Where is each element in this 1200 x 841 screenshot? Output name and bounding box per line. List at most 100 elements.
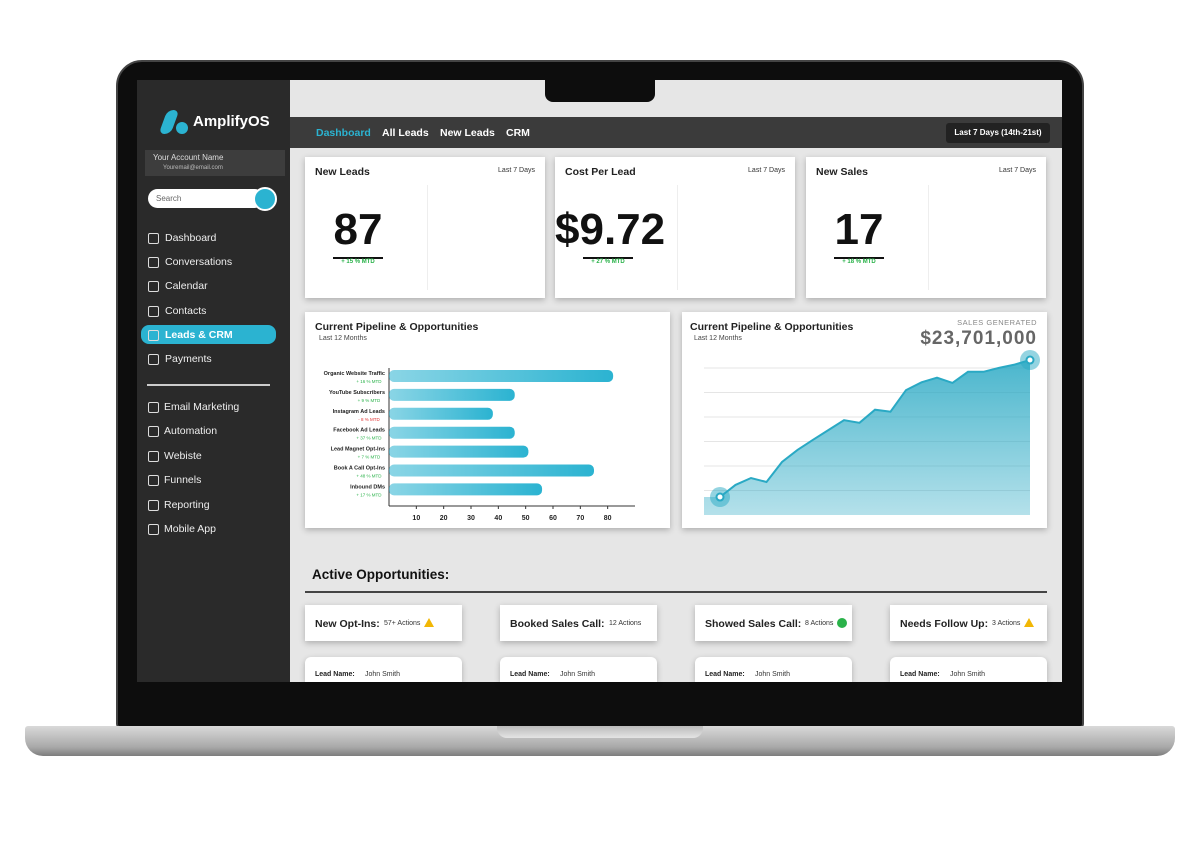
column-title: New Opt-Ins: (315, 618, 380, 630)
change-label: + 9 % MTD (358, 398, 381, 403)
active-pill (141, 324, 276, 344)
category-label: Facebook Ad Leads (333, 428, 385, 434)
kpi-title: New Leads (315, 166, 370, 178)
menu-item[interactable]: Contacts (165, 304, 207, 317)
sidebar-divider (147, 384, 270, 386)
search-box[interactable]: Search (148, 189, 264, 208)
column-header[interactable]: Showed Sales Call: 8 Actions (695, 605, 852, 641)
menu-icon (148, 329, 159, 341)
kpi-underline (333, 257, 383, 259)
kpi-divider (928, 185, 929, 290)
kpi-divider (427, 185, 428, 290)
change-label: + 17 % MTD (356, 492, 382, 497)
top-bar (290, 117, 1062, 148)
search-placeholder: Search (156, 194, 182, 203)
change-label: + 48 % MTD (356, 474, 382, 479)
chart-title: Current Pipeline & Opportunities (315, 321, 479, 333)
bar (389, 483, 543, 496)
column-actions: 57+ Actions (384, 620, 421, 627)
nav-link[interactable]: New Leads (440, 127, 495, 139)
kpi-title: New Sales (816, 166, 868, 178)
menu-item[interactable]: Leads & CRM (165, 328, 233, 341)
section-title: Active Opportunities: (312, 567, 450, 582)
category-label: Organic Website Traffic (324, 371, 385, 377)
bar-chart: 10 20 30 40 50 60 70 80 Organic Website Traffic +… (324, 368, 635, 522)
menu-item[interactable]: Dashboard (165, 232, 217, 244)
x-tick-label: 30 (467, 515, 475, 522)
sales-total: $23,701,000 (920, 328, 1037, 349)
warning-icon (1024, 618, 1034, 627)
column-title: Booked Sales Call: (510, 618, 605, 630)
kpi-change: + 18 % MTD (842, 259, 876, 265)
menu-item[interactable]: Funnels (164, 474, 202, 487)
column-actions: 3 Actions (992, 620, 1021, 627)
search-button[interactable] (253, 187, 277, 211)
menu-item[interactable]: Email Marketing (164, 401, 240, 413)
nav-link[interactable]: All Leads (382, 127, 429, 139)
account-box[interactable]: Your Account Name Youremail@email.com (145, 150, 285, 176)
kpi-period: Last 7 Days (498, 167, 535, 174)
menu-item[interactable]: Automation (164, 425, 218, 438)
bar-chart-panel: Current Pipeline & Opportunities Last 12 … (305, 312, 670, 528)
x-tick-label: 70 (576, 515, 584, 522)
kpi-value: $9.72 (555, 205, 666, 254)
lead-card[interactable]: Lead Name: John Smith (695, 657, 852, 682)
column-header[interactable]: Booked Sales Call: 12 Actions (500, 605, 657, 641)
bar (389, 445, 529, 458)
kpi-period: Last 7 Days (748, 167, 785, 174)
menu-item[interactable]: Conversations (165, 256, 233, 269)
chart-subtitle: Last 12 Months (694, 335, 742, 342)
category-label: Instagram Ad Leads (333, 409, 385, 415)
account-email: Youremail@email.com (163, 165, 223, 171)
lead-name: John Smith (755, 671, 791, 678)
menu-item[interactable]: Calendar (165, 280, 208, 293)
x-tick-label: 40 (494, 515, 502, 522)
kpi-change: + 27 % MTD (591, 259, 625, 265)
bar (389, 464, 594, 477)
kpi-card: New Leads Last 7 Days 87 + 15 % MTD (305, 157, 545, 298)
column-actions: 12 Actions (609, 620, 642, 627)
point (715, 492, 725, 502)
nav-link[interactable]: CRM (506, 127, 530, 139)
bar (389, 370, 614, 382)
lead-card[interactable]: Lead Name: John Smith (500, 657, 657, 682)
date-range-text: Last 7 Days (14th-21st) (954, 128, 1042, 137)
menu-icon (148, 524, 159, 535)
kpi-card: New Sales Last 7 Days 17 + 18 % MTD (806, 157, 1046, 298)
category-label: Book A Call Opt-Ins (334, 466, 385, 472)
change-label: + 37 % MTD (356, 436, 382, 441)
bar (389, 407, 493, 420)
account-name: Your Account Name (153, 153, 224, 162)
column-title: Needs Follow Up: (900, 618, 989, 630)
lead-name: John Smith (560, 671, 596, 678)
lead-card[interactable]: Lead Name: John Smith (305, 657, 462, 682)
menu-item[interactable]: Webiste (164, 449, 202, 462)
menu-icon (148, 402, 159, 413)
kpi-underline (834, 257, 884, 259)
kpi-period: Last 7 Days (999, 167, 1036, 174)
lead-label: Lead Name: (900, 671, 940, 678)
change-label: + 7 % MTD (358, 455, 381, 460)
menu-icon (148, 475, 159, 487)
menu-icon (148, 281, 159, 293)
lead-name: John Smith (950, 671, 986, 678)
sales-kicker: SALES GENERATED (957, 318, 1037, 327)
column-header[interactable]: New Opt-Ins: 57+ Actions (305, 605, 462, 641)
logo-dot (176, 122, 188, 134)
change-label: - 8 % MTD (358, 417, 380, 422)
change-label: + 16 % MTD (356, 379, 382, 384)
menu-icon (148, 233, 159, 244)
menu-icon (148, 426, 159, 438)
kpi-divider (677, 185, 678, 290)
chart-title: Current Pipeline & Opportunities (690, 321, 854, 333)
date-range[interactable]: Last 7 Days (14th-21st) (946, 123, 1050, 143)
column-header[interactable]: Needs Follow Up: 3 Actions (890, 605, 1047, 641)
menu-item[interactable]: Reporting (164, 498, 210, 511)
lead-card[interactable]: Lead Name: John Smith (890, 657, 1047, 682)
menu-item[interactable]: Mobile App (164, 523, 216, 535)
column-actions: 8 Actions (805, 620, 834, 627)
nav-link[interactable]: Dashboard (316, 127, 371, 139)
menu-item[interactable]: Payments (165, 353, 212, 365)
